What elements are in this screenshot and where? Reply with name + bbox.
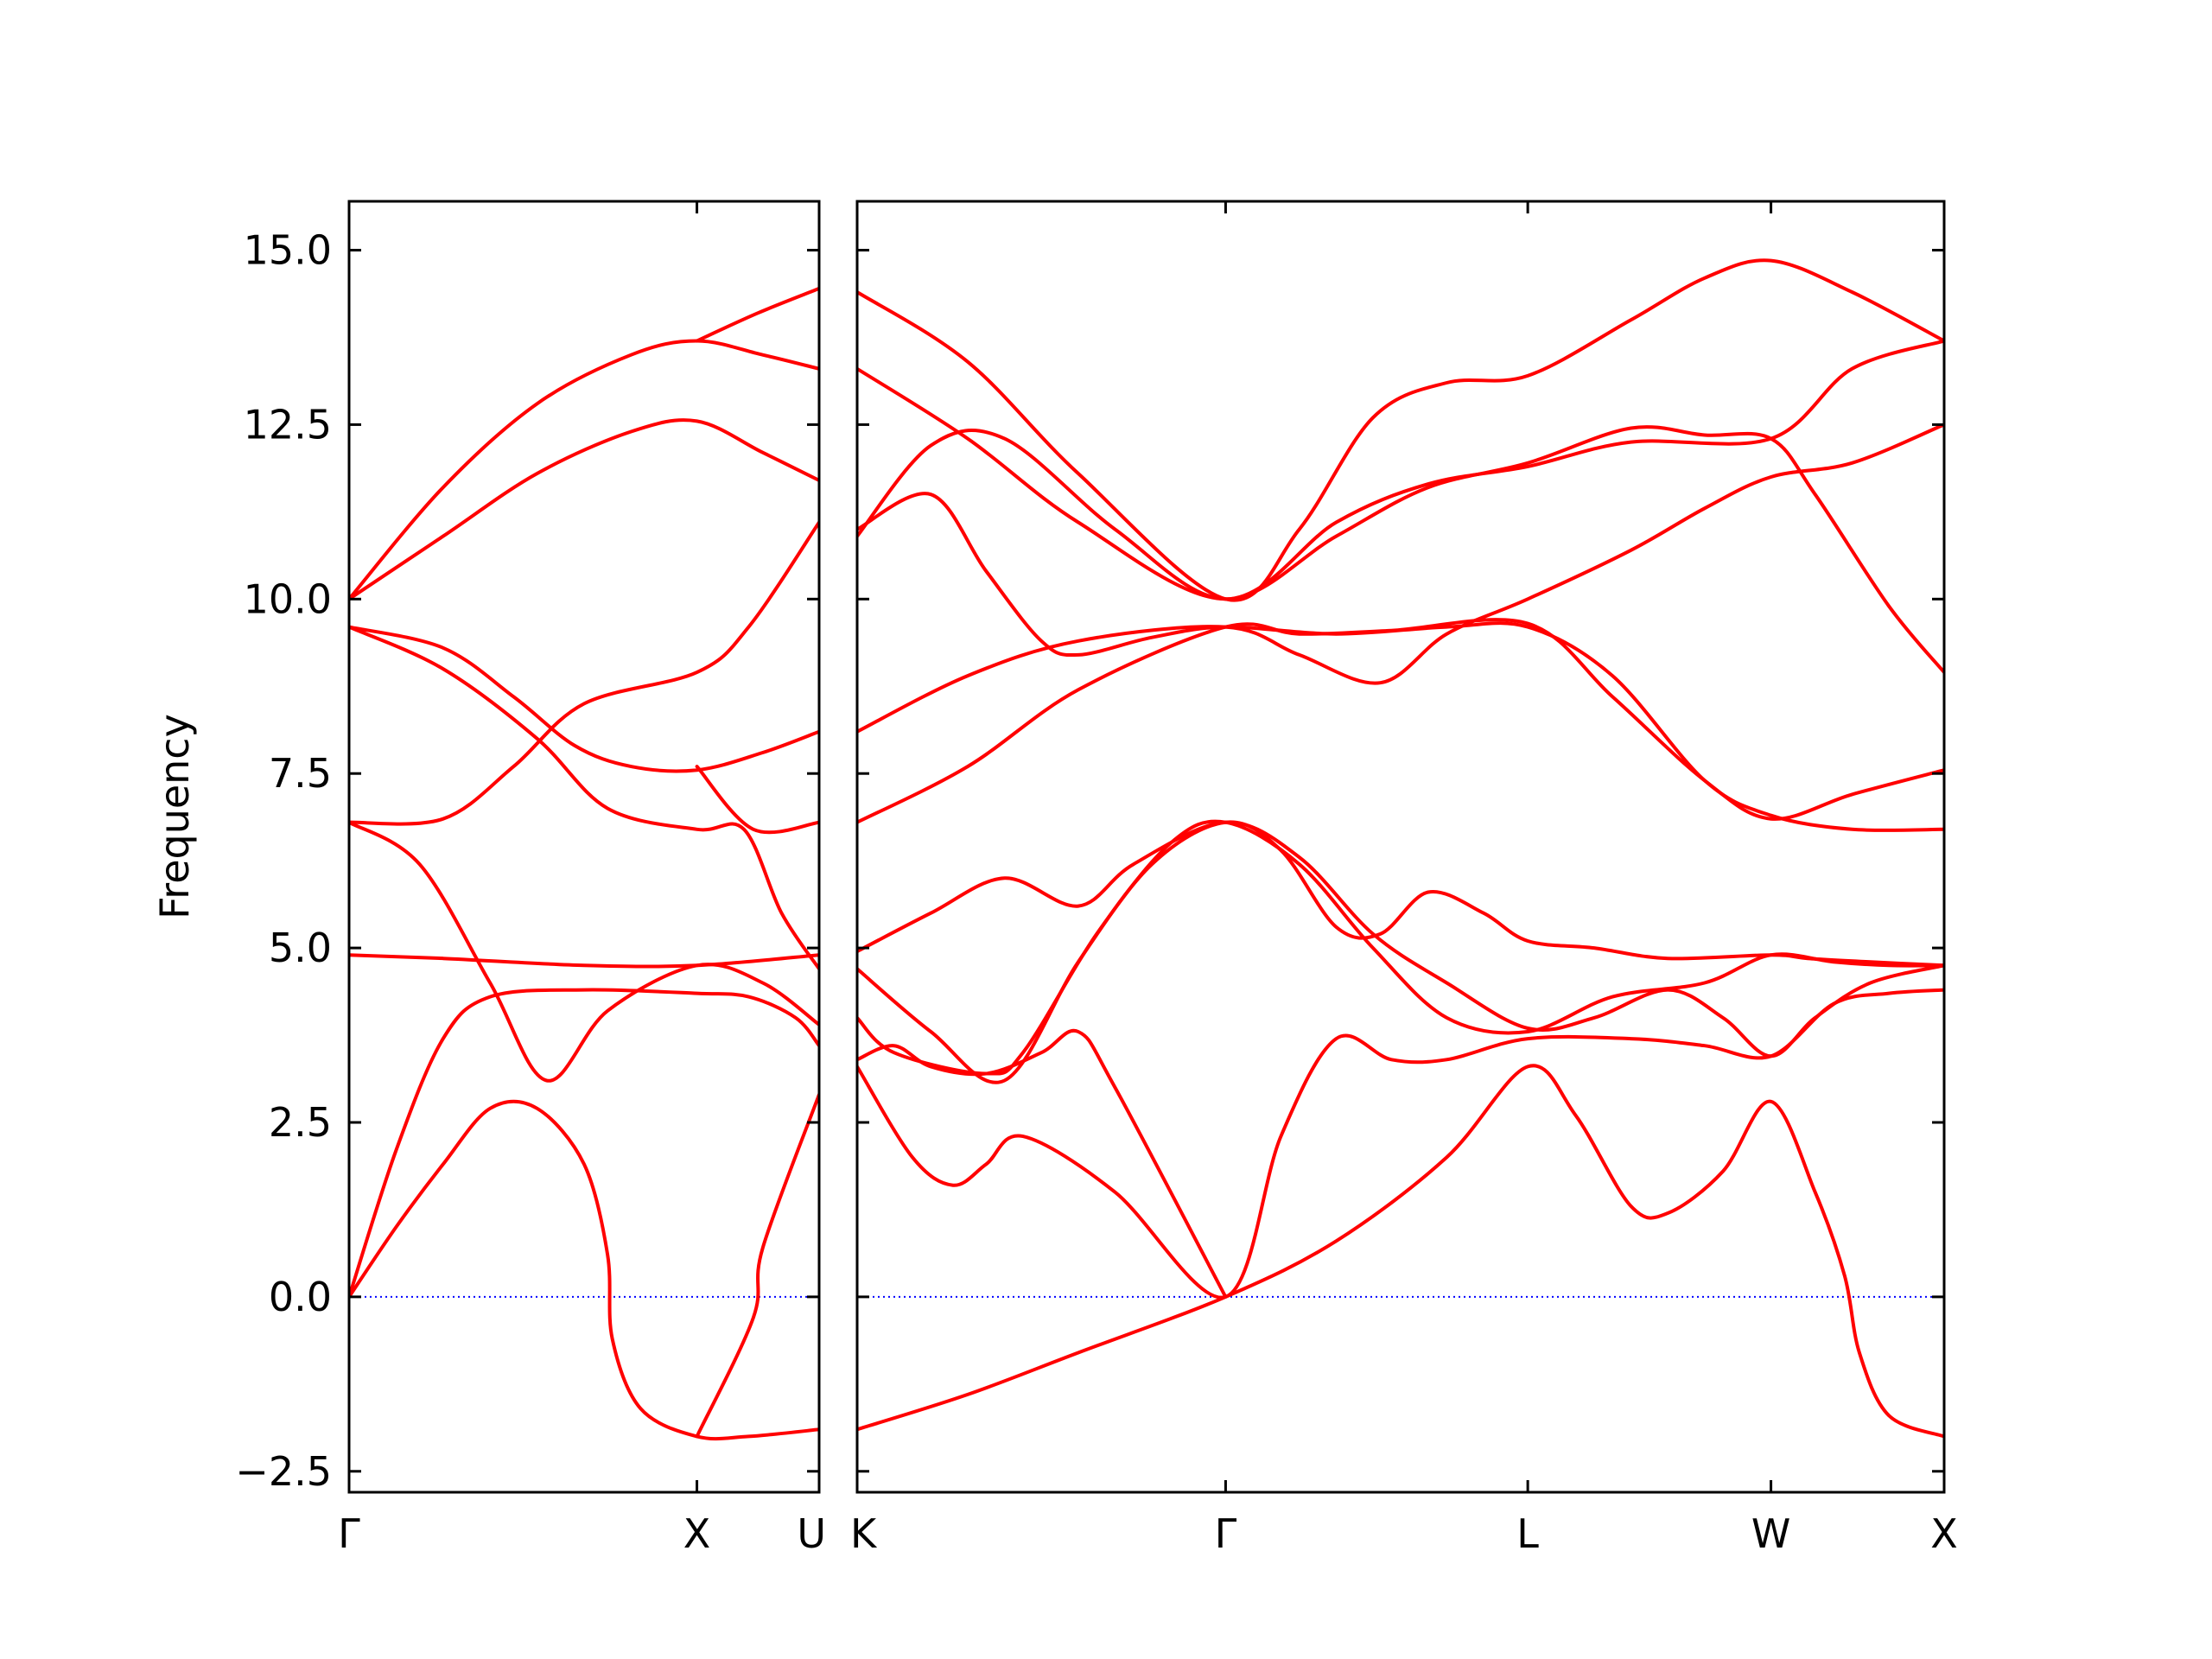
y-axis-label: Frequency [151,714,198,919]
y-tick-label: 7.5 [269,750,332,797]
x-tick-label: U [797,1510,826,1557]
panel-1: −2.5 0.0 2.5 5.0 7.5 10.0 12.5 15.0 Γ X U [235,200,826,1557]
band-line [349,520,819,826]
band-line [695,765,819,835]
x-tick-label: Γ [1215,1510,1237,1557]
y-tick-label: 10.0 [244,575,332,622]
x-tick-label: X [1930,1510,1958,1557]
band-line [857,820,1944,1058]
bands [857,258,1944,1439]
band-line [857,618,1944,824]
band-line [349,418,819,601]
bands [349,286,819,1441]
band-line [349,988,819,1299]
x-tick-label: W [1751,1510,1790,1557]
band-line [349,820,819,1083]
band-line [857,492,1944,832]
y-tick-label: 12.5 [244,401,332,448]
band-line [857,425,1944,675]
y-tick-label: 2.5 [269,1099,332,1146]
y-tick-label: 15.0 [244,227,332,274]
panel-frame [855,200,1946,1494]
band-line [695,1092,819,1439]
x-tick-label: L [1516,1510,1539,1557]
band-line [857,339,1944,601]
band-line [857,820,1944,1084]
band-line [857,258,1944,602]
panel-frame [347,200,821,1494]
band-line [349,1099,819,1441]
x-tick-label: Γ [338,1510,360,1557]
band-line [349,339,819,601]
band-line [857,819,1944,1076]
x-tick-label: K [850,1510,878,1557]
y-tick-label: −2.5 [235,1448,332,1495]
y-tick-label: 5.0 [269,925,332,971]
x-tick-label: X [683,1510,711,1557]
band-line [349,625,819,971]
band-line [857,423,1944,734]
band-line [349,953,819,969]
band-line [349,625,819,773]
band-line [857,1064,1944,1439]
band-line [695,286,819,343]
band-line [857,988,1944,1300]
band-line [857,1028,1228,1299]
y-tick-label: 0.0 [269,1274,332,1320]
